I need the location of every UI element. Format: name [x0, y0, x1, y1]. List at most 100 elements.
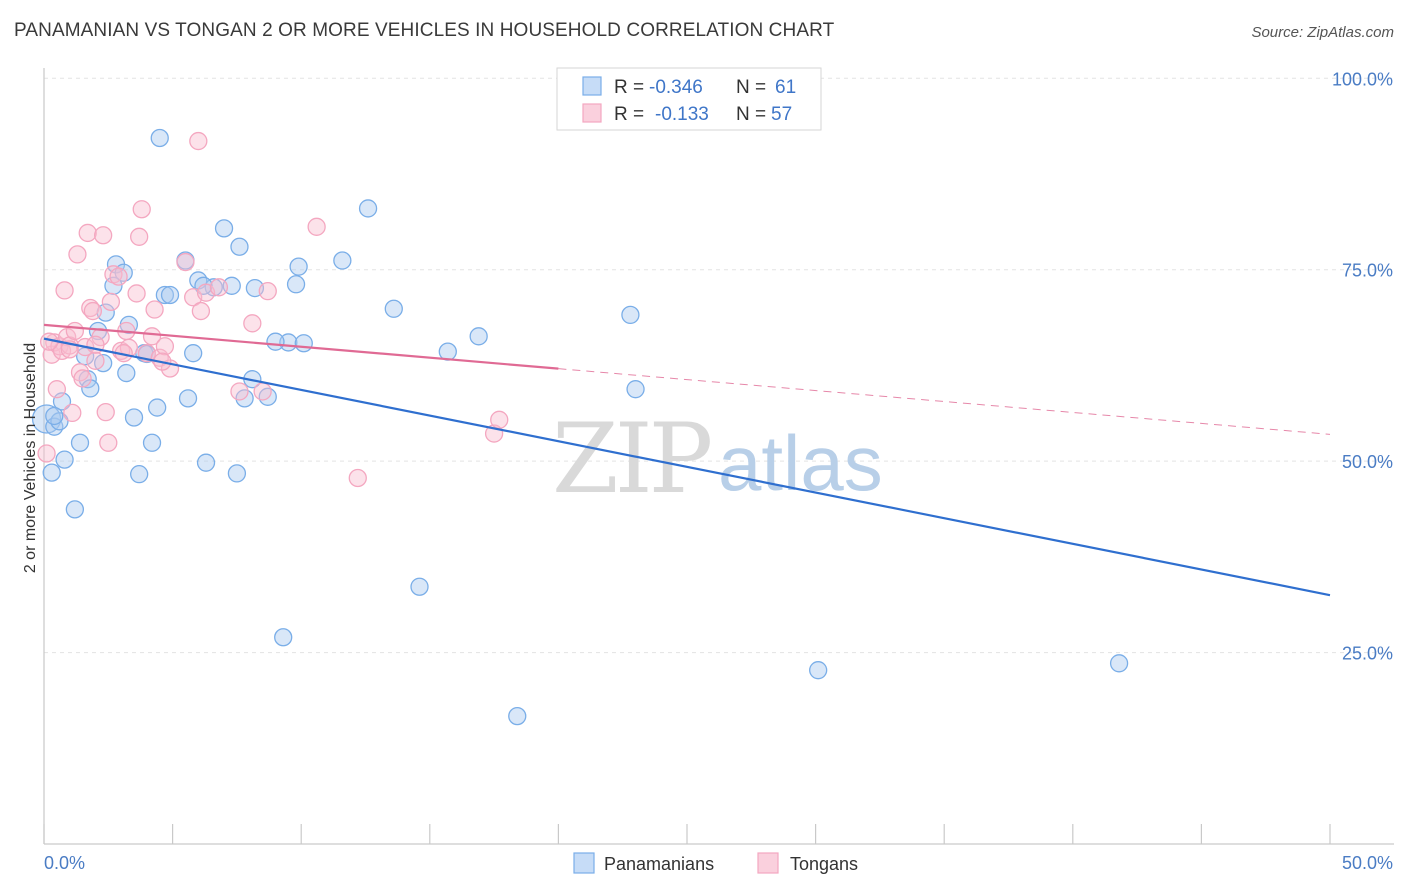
- legend-label-tongans: Tongans: [790, 854, 858, 874]
- tongan-point-21: [96, 402, 115, 422]
- source-label: Source: ZipAtlas.com: [1251, 24, 1394, 41]
- tongan-point-47: [307, 217, 326, 236]
- tongan-point-16: [81, 298, 100, 318]
- panamanian-point-2: [45, 417, 64, 436]
- tongan-point-18: [86, 351, 105, 370]
- tongan-point-0: [37, 444, 56, 463]
- tongan-point-50: [490, 410, 509, 429]
- y-tick-label-0: 25.0%: [1342, 644, 1393, 664]
- panamanian-point-34: [227, 464, 247, 483]
- panamanian-point-28: [184, 344, 203, 363]
- panamanian-point-24: [155, 285, 175, 305]
- x-tick-label-min: 0.0%: [44, 853, 85, 873]
- trend-lines: [43, 323, 1331, 597]
- legend-r-label-1: R =: [614, 104, 644, 125]
- tongan-point-13: [73, 369, 92, 388]
- panamanian-trend-line: [43, 337, 1331, 597]
- tongan-point-45: [253, 382, 272, 401]
- tongan-point-6: [55, 281, 74, 300]
- tongan-point-34: [145, 300, 164, 319]
- series-legend: Panamanians Tongans: [573, 852, 858, 874]
- panamanian-point-16: [117, 363, 136, 383]
- panamanian-point-48: [410, 577, 429, 596]
- y-tick-label-2: 75.0%: [1342, 261, 1393, 281]
- panamanian-point-1: [42, 463, 61, 482]
- panamanian-point-35: [230, 237, 249, 256]
- tongan-point-41: [191, 301, 211, 321]
- tongan-point-22: [99, 433, 118, 452]
- panamanian-point-47: [384, 299, 403, 318]
- x-tick-label-max: 50.0%: [1342, 853, 1393, 873]
- panamanian-point-25: [160, 285, 180, 305]
- tongan-point-56: [209, 278, 229, 297]
- stats-legend: R = -0.346 N = 61 R = -0.133 N = 57: [556, 67, 822, 131]
- tongan-point-15: [78, 223, 97, 243]
- panamanian-point-44: [294, 334, 313, 353]
- tongan-point-17: [83, 301, 103, 321]
- panamanian-point-46: [358, 199, 378, 218]
- panamanian-point-21: [142, 433, 162, 452]
- panamanian-point-19: [130, 465, 149, 484]
- legend-swatch-bottom-panamanians: [573, 852, 595, 874]
- legend-n-label-0: N =: [736, 77, 766, 98]
- panamanian-point-39: [258, 387, 277, 406]
- legend-n-label-1: N =: [736, 104, 766, 125]
- tongan-point-33: [142, 327, 162, 346]
- legend-r-label-0: R =: [614, 77, 644, 98]
- tongan-point-29: [127, 284, 146, 303]
- y-tick-labels: 25.0% 50.0% 75.0% 100.0%: [1332, 69, 1393, 663]
- tongan-point-40: [189, 131, 208, 151]
- watermark-zip: ZIP: [552, 403, 711, 515]
- tongan-point-10: [65, 321, 85, 341]
- panamanian-point-3: [50, 412, 69, 431]
- tongan-point-38: [176, 252, 195, 272]
- watermark: ZIP atlas: [552, 403, 883, 515]
- panamanian-point-7: [70, 433, 90, 452]
- panamanian-point-42: [286, 275, 306, 294]
- panamanian-point-22: [148, 398, 167, 417]
- tongan-point-9: [63, 403, 82, 423]
- tongan-point-48: [348, 468, 367, 488]
- panamanian-point-53: [626, 380, 645, 399]
- panamanian-point-27: [178, 389, 198, 408]
- watermark-atlas: atlas: [718, 419, 883, 507]
- panamanian-point-52: [621, 305, 640, 325]
- legend-r-value-0: -0.346: [649, 77, 703, 98]
- panamanian-point-43: [289, 257, 308, 276]
- legend-r-value-1: -0.133: [655, 104, 709, 125]
- tongan-trend-line: [43, 323, 559, 370]
- legend-n-value-1: 57: [771, 104, 792, 125]
- series-tongans-points: [37, 131, 509, 488]
- panamanian-point-45: [333, 251, 352, 270]
- y-axis-label: 2 or more Vehicles in Household: [22, 343, 39, 573]
- y-tick-label-3: 100.0%: [1332, 69, 1393, 89]
- tongan-point-30: [130, 227, 149, 246]
- panamanian-point-60: [266, 332, 285, 351]
- tongan-trend-line-extension: [558, 368, 1331, 435]
- tongan-point-20: [94, 226, 113, 245]
- panamanian-point-32: [214, 219, 234, 238]
- y-tick-label-1: 50.0%: [1342, 452, 1393, 472]
- panamanian-point-10: [81, 379, 100, 398]
- panamanian-point-30: [196, 453, 216, 472]
- panamanian-point-23: [150, 128, 169, 148]
- panamanian-point-6: [65, 500, 85, 519]
- tongan-point-46: [258, 282, 277, 301]
- chart-title: PANAMANIAN VS TONGAN 2 OR MORE VEHICLES …: [14, 20, 835, 41]
- panamanian-point-5: [55, 450, 74, 469]
- axes: [43, 68, 1394, 845]
- legend-label-panamanians: Panamanians: [604, 854, 714, 874]
- tongan-point-36: [155, 337, 175, 356]
- panamanian-point-40: [274, 628, 293, 647]
- tongan-point-23: [101, 292, 121, 312]
- tongan-point-3: [47, 380, 67, 399]
- panamanian-point-51: [508, 706, 527, 726]
- panamanian-point-18: [124, 408, 144, 427]
- legend-swatch-panamanians: [582, 76, 602, 96]
- tongan-point-44: [243, 314, 262, 333]
- panamanian-point-49: [438, 342, 457, 361]
- tongan-point-25: [109, 267, 128, 286]
- legend-swatch-tongans: [582, 103, 602, 123]
- legend-swatch-bottom-tongans: [757, 852, 779, 874]
